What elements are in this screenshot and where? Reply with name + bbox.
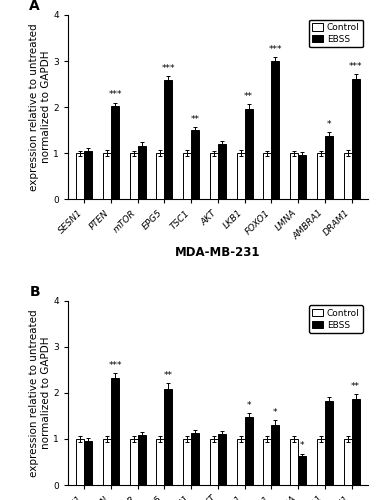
Bar [298,456,306,485]
Text: A: A [29,0,40,13]
Bar [164,388,172,485]
Bar [218,434,226,485]
Bar [344,153,352,200]
Bar [325,136,333,200]
Text: ***: *** [162,64,175,72]
Bar [317,153,325,200]
Bar [111,106,119,200]
Text: ***: *** [349,62,362,71]
Bar [130,153,138,200]
Bar [157,439,164,485]
Bar [236,439,245,485]
Bar [210,439,218,485]
Bar [263,153,271,200]
Text: *: * [246,401,251,410]
Bar [290,153,298,200]
Legend: Control, EBSS: Control, EBSS [309,20,363,48]
Bar [263,439,271,485]
Bar [138,146,146,200]
Text: **: ** [191,114,200,124]
Bar [103,439,111,485]
Text: **: ** [351,382,360,391]
Bar [84,441,92,485]
Text: *: * [327,120,331,129]
Text: *: * [300,442,304,450]
Bar [191,434,199,485]
Bar [138,435,146,485]
Bar [344,439,352,485]
Bar [103,153,111,200]
Bar [183,153,191,200]
Bar [352,78,360,200]
Y-axis label: expression relative to untreated
normalized to GAPDH: expression relative to untreated normali… [29,309,51,476]
Text: ***: *** [108,362,122,370]
Bar [245,108,253,200]
Bar [183,439,191,485]
Bar [298,154,306,200]
Bar [218,144,226,200]
Bar [111,378,119,485]
Text: **: ** [244,92,253,100]
Bar [130,439,138,485]
Bar [271,61,279,200]
Legend: Control, EBSS: Control, EBSS [309,305,363,333]
Text: ***: *** [269,45,282,54]
Bar [325,400,333,485]
Text: *: * [273,408,278,418]
Bar [210,153,218,200]
Bar [157,153,164,200]
Bar [352,399,360,485]
Bar [191,130,199,200]
Bar [317,439,325,485]
Bar [84,151,92,200]
Bar [271,425,279,485]
Bar [76,439,84,485]
X-axis label: MDA-MB-231: MDA-MB-231 [175,246,261,259]
Text: B: B [29,285,40,299]
Bar [164,80,172,200]
Y-axis label: expression relative to untreated
normalized to GAPDH: expression relative to untreated normali… [29,24,51,191]
Bar [76,153,84,200]
Text: **: ** [164,371,173,380]
Bar [290,439,298,485]
Bar [245,418,253,485]
Bar [236,153,245,200]
Text: ***: *** [108,90,122,100]
